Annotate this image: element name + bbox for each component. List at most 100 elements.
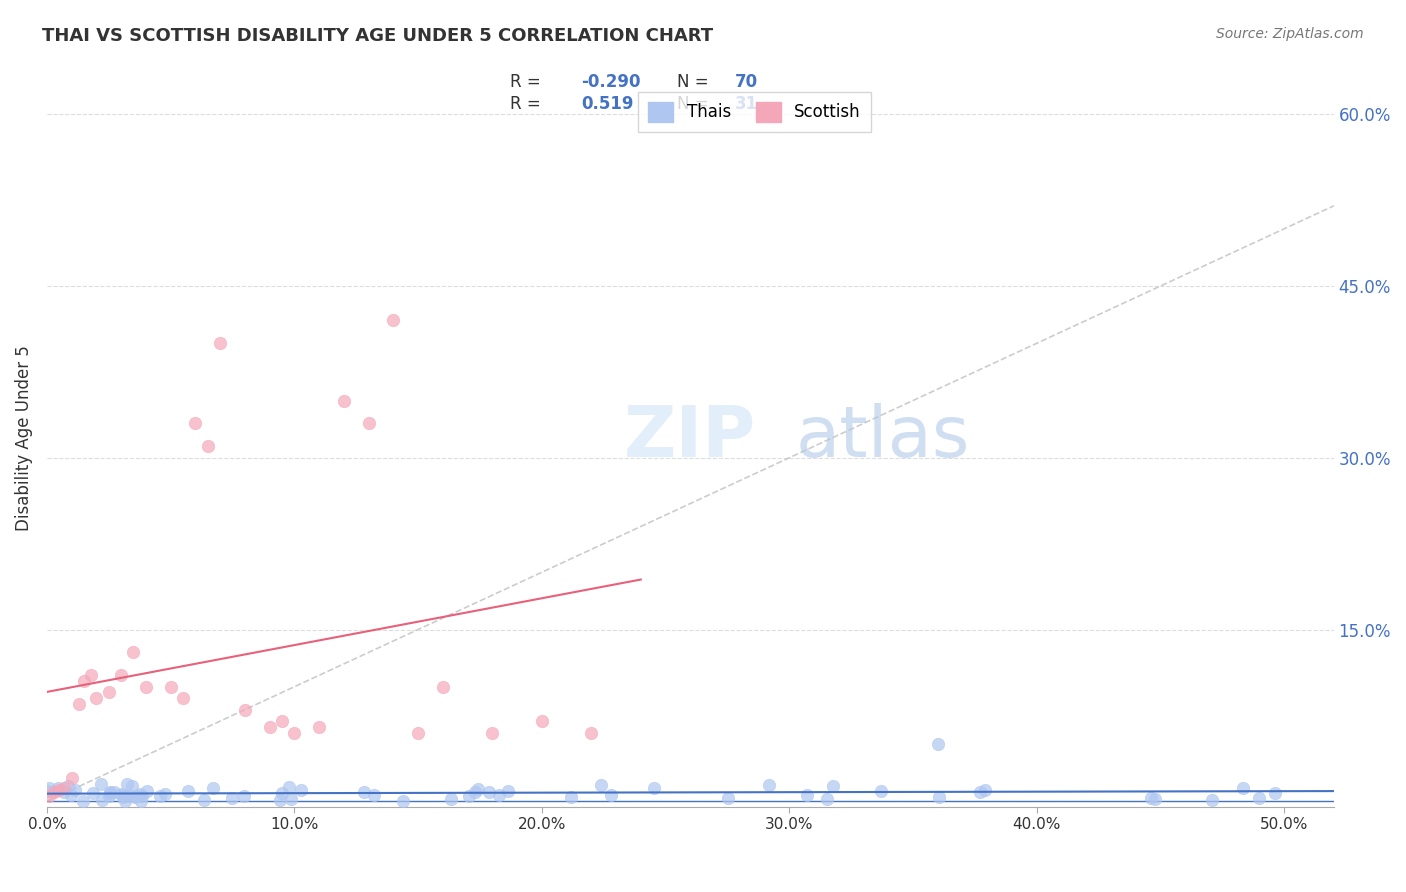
Point: [131, 789, 153, 803]
Point: [37, 784, 59, 798]
Point: [48, 782, 70, 797]
Point: [100, 786, 122, 800]
Point: [357, 417, 380, 431]
Point: [530, 714, 553, 728]
Point: [125, 789, 148, 803]
Text: R =: R =: [510, 95, 551, 113]
Point: [233, 703, 256, 717]
Point: [869, 784, 891, 798]
Text: Source: ZipAtlas.com: Source: ZipAtlas.com: [1216, 27, 1364, 41]
Point: [392, 794, 415, 808]
Point: [496, 784, 519, 798]
Text: 70: 70: [735, 73, 758, 91]
Point: [290, 782, 312, 797]
Point: [56, 779, 79, 793]
Point: [758, 778, 780, 792]
Point: [128, 787, 150, 801]
Point: [283, 725, 305, 739]
Point: [159, 680, 181, 694]
Point: [488, 789, 510, 803]
Point: [406, 725, 429, 739]
Point: [581, 725, 603, 739]
Point: [221, 791, 243, 805]
Point: [153, 787, 176, 801]
Point: [1264, 786, 1286, 800]
Point: [136, 784, 159, 798]
Point: [928, 789, 950, 804]
Point: [823, 779, 845, 793]
Point: [363, 789, 385, 803]
Text: R =: R =: [510, 73, 546, 91]
Point: [72, 794, 94, 808]
Point: [589, 779, 612, 793]
Point: [97, 685, 120, 699]
Point: [271, 786, 294, 800]
Text: N =: N =: [678, 95, 714, 113]
Point: [1201, 793, 1223, 807]
Point: [117, 777, 139, 791]
Point: [110, 668, 132, 682]
Point: [353, 785, 375, 799]
Point: [60, 789, 83, 803]
Point: [927, 737, 949, 751]
Point: [197, 439, 219, 453]
Point: [67, 697, 90, 711]
Point: [796, 788, 818, 802]
Y-axis label: Disability Age Under 5: Disability Age Under 5: [15, 345, 32, 531]
Text: 31: 31: [735, 95, 758, 113]
Point: [815, 792, 838, 806]
Point: [46, 781, 69, 796]
Point: [440, 791, 463, 805]
Point: [201, 780, 224, 795]
Point: [121, 779, 143, 793]
Point: [110, 787, 132, 801]
Point: [481, 725, 503, 739]
Point: [135, 680, 157, 694]
Point: [259, 720, 281, 734]
Point: [1140, 790, 1163, 805]
Point: [111, 789, 134, 804]
Point: [73, 674, 96, 689]
Point: [467, 781, 489, 796]
Point: [53, 780, 76, 795]
Text: N =: N =: [678, 73, 714, 91]
Point: [112, 789, 135, 803]
Text: ZIP: ZIP: [624, 403, 756, 472]
Point: [278, 780, 301, 794]
Point: [114, 794, 136, 808]
Point: [643, 781, 665, 796]
Point: [103, 785, 125, 799]
Point: [560, 790, 582, 805]
Text: THAI VS SCOTTISH DISABILITY AGE UNDER 5 CORRELATION CHART: THAI VS SCOTTISH DISABILITY AGE UNDER 5 …: [42, 27, 713, 45]
Point: [1144, 791, 1167, 805]
Point: [464, 784, 486, 798]
Point: [149, 789, 172, 803]
Point: [38, 780, 60, 795]
Point: [969, 785, 991, 799]
Point: [193, 793, 215, 807]
Point: [382, 313, 405, 327]
Point: [308, 720, 330, 734]
Point: [90, 793, 112, 807]
Point: [124, 790, 146, 805]
Point: [82, 786, 104, 800]
Point: [177, 784, 200, 798]
Point: [458, 789, 481, 803]
Point: [97, 789, 120, 803]
Point: [974, 783, 997, 797]
Point: [44, 785, 66, 799]
Point: [86, 691, 108, 706]
Point: [172, 691, 194, 706]
Point: [38, 789, 60, 803]
Point: [333, 393, 356, 408]
Point: [233, 789, 256, 804]
Point: [1232, 781, 1254, 796]
Point: [53, 784, 76, 798]
Point: [478, 785, 501, 799]
Text: atlas: atlas: [796, 403, 970, 472]
Point: [280, 792, 302, 806]
Point: [717, 791, 740, 805]
Point: [129, 793, 152, 807]
Point: [600, 788, 623, 802]
Point: [122, 645, 145, 659]
